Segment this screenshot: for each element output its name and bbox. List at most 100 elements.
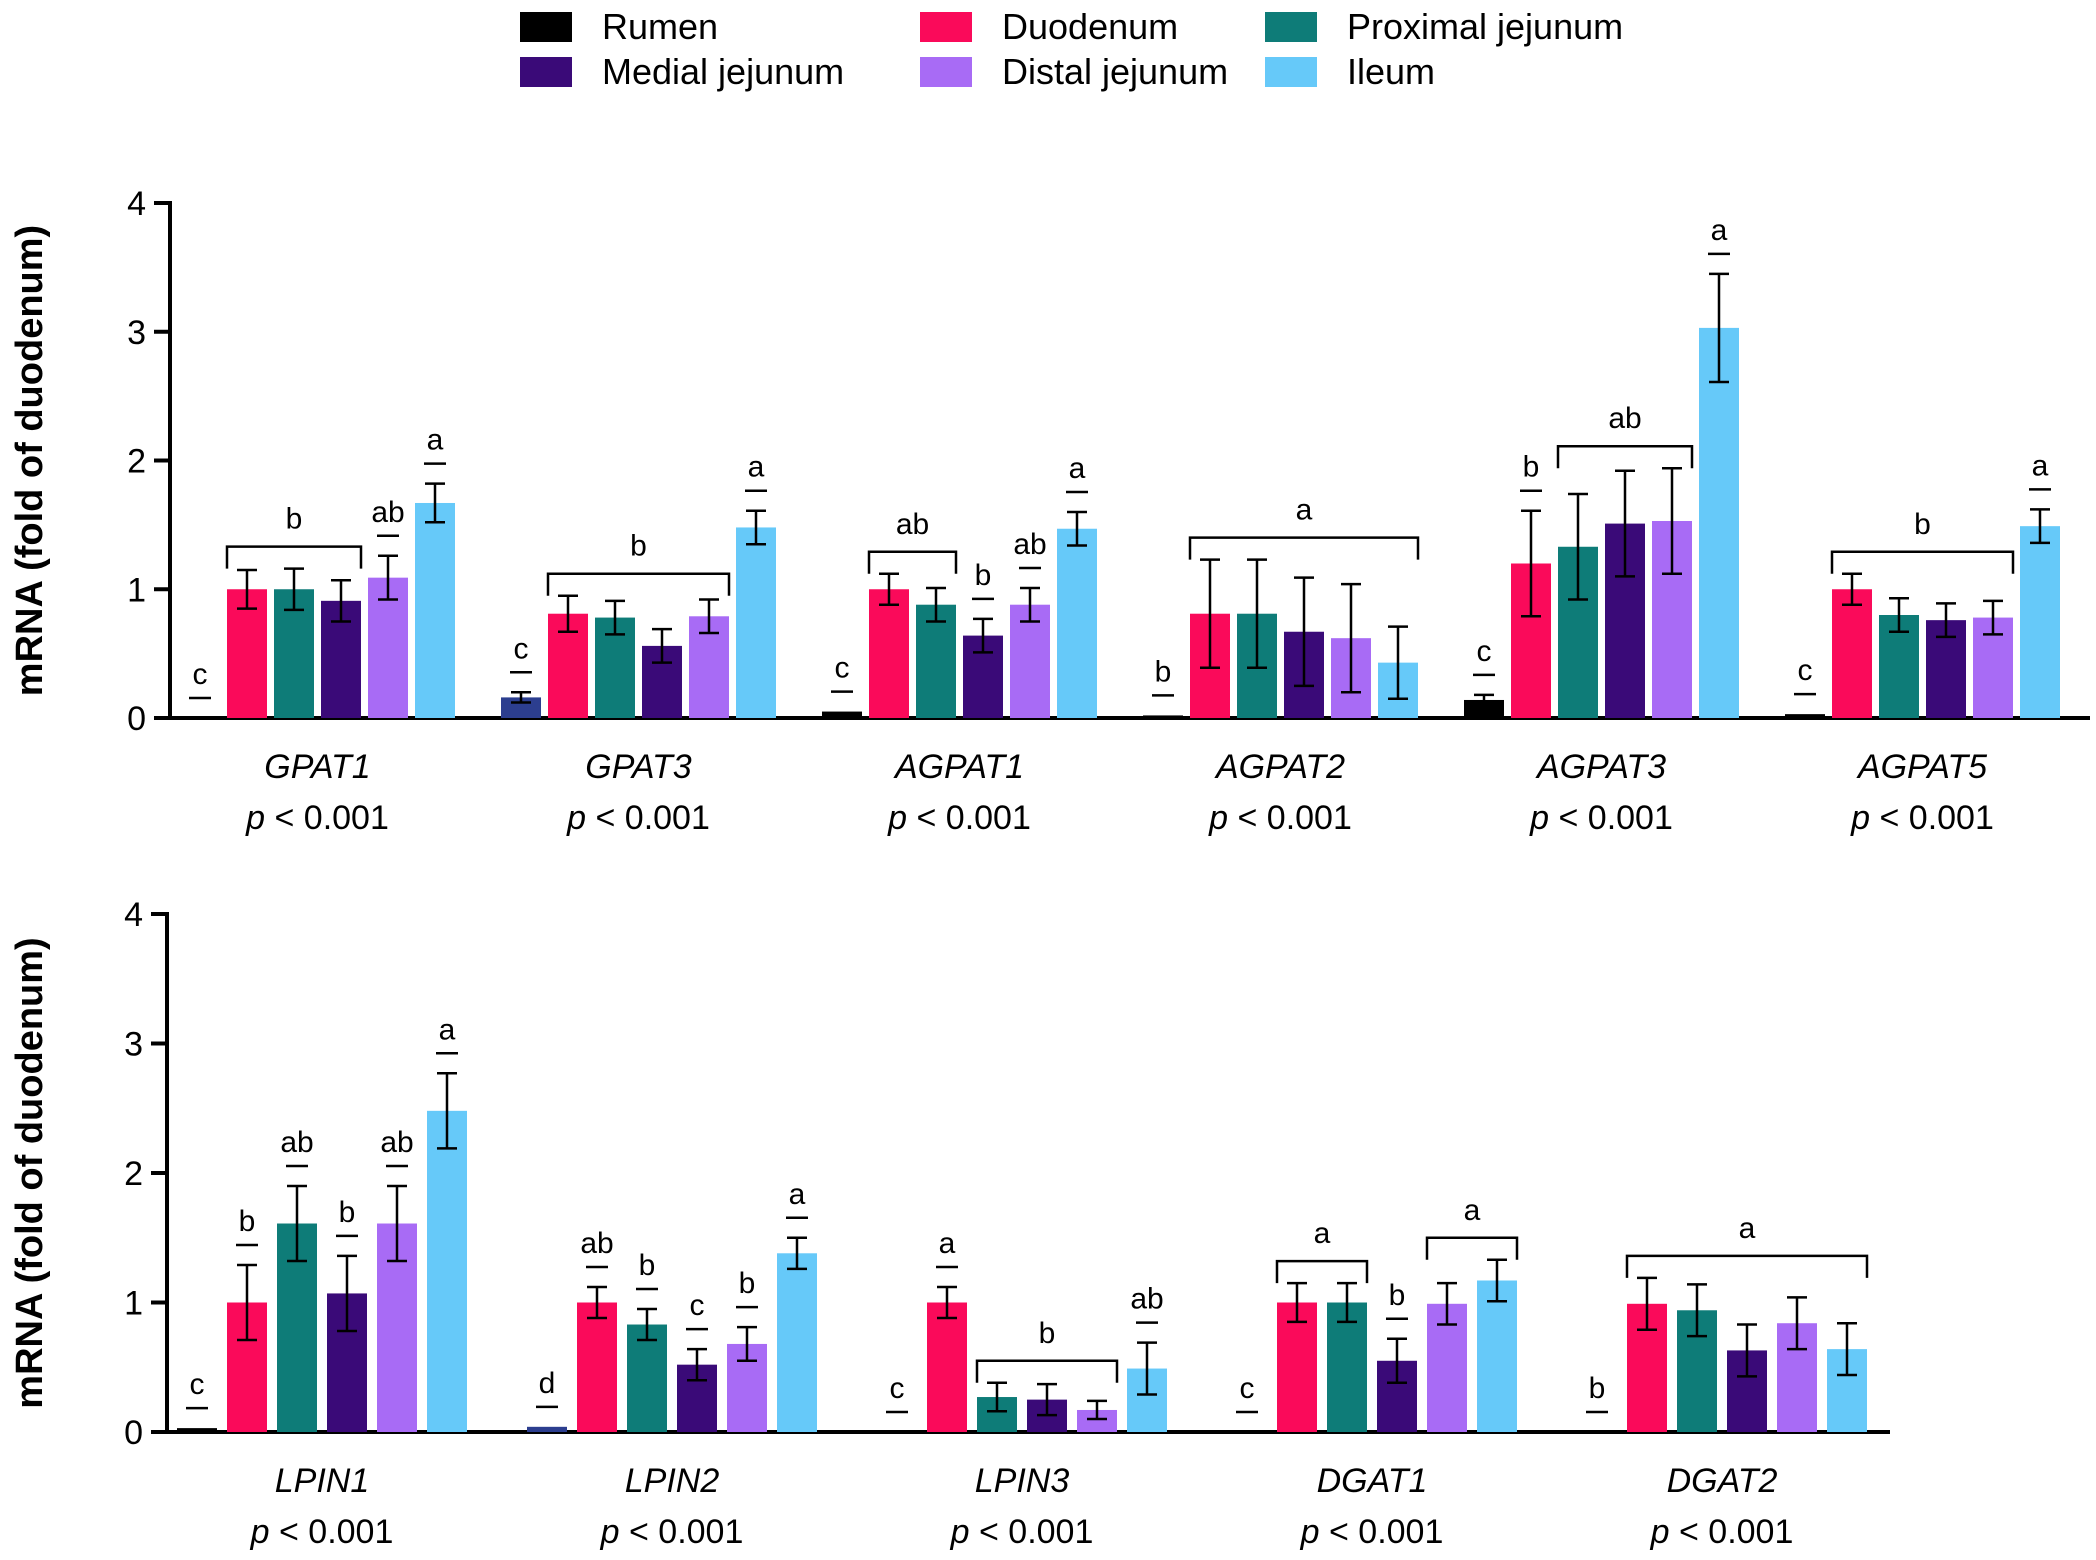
gene-label: LPIN1 [275, 1462, 370, 1500]
y-tick-label: 1 [124, 1285, 143, 1323]
legend-label-medial-jejunum: Medial jejunum [602, 51, 844, 92]
gene-label: AGPAT1 [893, 748, 1024, 786]
bar [869, 589, 909, 718]
legend-swatch-duodenum [920, 12, 972, 42]
p-symbol: p [1208, 799, 1228, 837]
significance-bracket [975, 1359, 1119, 1383]
significance-letter: a [439, 1013, 456, 1046]
p-value-label: p < 0.001 [1300, 1513, 1444, 1551]
significance-letter: b [975, 559, 992, 592]
significance-bracket [225, 545, 363, 569]
significance-letter: ab [1608, 402, 1641, 435]
legend-swatch-rumen [520, 12, 572, 42]
significance-letter: c [514, 632, 529, 665]
p-symbol: p [1529, 799, 1549, 837]
p-symbol: p [245, 799, 265, 837]
legend-label-ileum: Ileum [1347, 51, 1435, 92]
significance-letter: a [427, 424, 444, 457]
p-symbol: p [250, 1513, 270, 1551]
bar [822, 711, 862, 718]
bar [1277, 1302, 1317, 1432]
significance-letter: a [2032, 449, 2049, 482]
bar [2020, 526, 2060, 718]
y-tick-label: 2 [127, 443, 146, 481]
bar [1077, 1409, 1117, 1432]
bar [736, 527, 776, 718]
significance-letter: b [639, 1249, 656, 1282]
legend-swatch-proximal-jejunum [1265, 12, 1317, 42]
significance-letter: a [1296, 494, 1313, 527]
significance-letter: a [748, 451, 765, 484]
significance-bracket [867, 550, 958, 574]
p-symbol: p [566, 799, 586, 837]
gene-label: LPIN2 [625, 1462, 720, 1500]
legend-label-duodenum: Duodenum [1002, 6, 1178, 47]
p-threshold: < 0.001 [1670, 1513, 1794, 1551]
y-tick-label: 1 [127, 571, 146, 609]
significance-letter: b [630, 530, 647, 563]
p-threshold: < 0.001 [1870, 799, 1994, 837]
significance-letter: c [1240, 1372, 1255, 1405]
gene-label: AGPAT5 [1856, 748, 1987, 786]
significance-letter: b [339, 1196, 356, 1229]
p-symbol: p [950, 1513, 970, 1551]
p-symbol: p [887, 799, 907, 837]
p-threshold: < 0.001 [970, 1513, 1094, 1551]
bar [1785, 714, 1825, 718]
significance-letter: c [1798, 654, 1813, 687]
p-value-label: p < 0.001 [1850, 799, 1994, 837]
gene-label: GPAT1 [264, 748, 370, 786]
significance-letter: b [1914, 508, 1931, 541]
significance-letter: d [539, 1367, 556, 1400]
bar [415, 502, 455, 718]
p-threshold: < 0.001 [1320, 1513, 1444, 1551]
p-value-label: p < 0.001 [1650, 1513, 1794, 1551]
p-symbol: p [1300, 1513, 1320, 1551]
bar [368, 577, 408, 718]
p-value-label: p < 0.001 [1529, 799, 1673, 837]
gene-label: GPAT3 [585, 748, 692, 786]
y-tick-label: 4 [124, 896, 143, 934]
significance-bracket [1188, 536, 1420, 560]
gene-label: LPIN3 [975, 1462, 1070, 1500]
bar [1699, 327, 1739, 718]
significance-letter: a [1464, 1194, 1481, 1227]
bar [1010, 604, 1050, 718]
significance-letter: ab [1013, 528, 1046, 561]
significance-letter: b [1589, 1372, 1606, 1405]
significance-bracket [546, 572, 731, 596]
bar [1832, 589, 1872, 718]
significance-letter: c [690, 1289, 705, 1322]
significance-letter: b [739, 1267, 756, 1300]
bar [927, 1302, 967, 1432]
p-threshold: < 0.001 [1228, 799, 1352, 837]
legend-swatch-medial-jejunum [520, 57, 572, 87]
significance-letter: c [890, 1372, 905, 1405]
p-value-label: p < 0.001 [950, 1513, 1094, 1551]
p-symbol: p [1650, 1513, 1670, 1551]
significance-letter: ab [371, 496, 404, 529]
bar [1327, 1302, 1367, 1432]
gene-label: AGPAT2 [1214, 748, 1345, 786]
significance-letter: a [1314, 1217, 1331, 1250]
significance-letter: a [1711, 214, 1728, 247]
significance-letter: c [190, 1368, 205, 1401]
p-value-label: p < 0.001 [566, 799, 710, 837]
significance-letter: b [1389, 1279, 1406, 1312]
y-tick-label: 3 [124, 1026, 143, 1064]
significance-letter: b [1523, 451, 1540, 484]
p-value-label: p < 0.001 [887, 799, 1031, 837]
p-threshold: < 0.001 [907, 799, 1031, 837]
significance-letter: c [1477, 635, 1492, 668]
significance-letter: b [286, 503, 303, 536]
bar [577, 1302, 617, 1432]
significance-letter: b [239, 1205, 256, 1238]
p-symbol: p [600, 1513, 620, 1551]
legend-label-distal-jejunum: Distal jejunum [1002, 51, 1228, 92]
significance-bracket [1275, 1259, 1369, 1284]
p-value-label: p < 0.001 [245, 799, 389, 837]
significance-bracket [1625, 1254, 1869, 1278]
gene-label: DGAT1 [1317, 1462, 1428, 1500]
